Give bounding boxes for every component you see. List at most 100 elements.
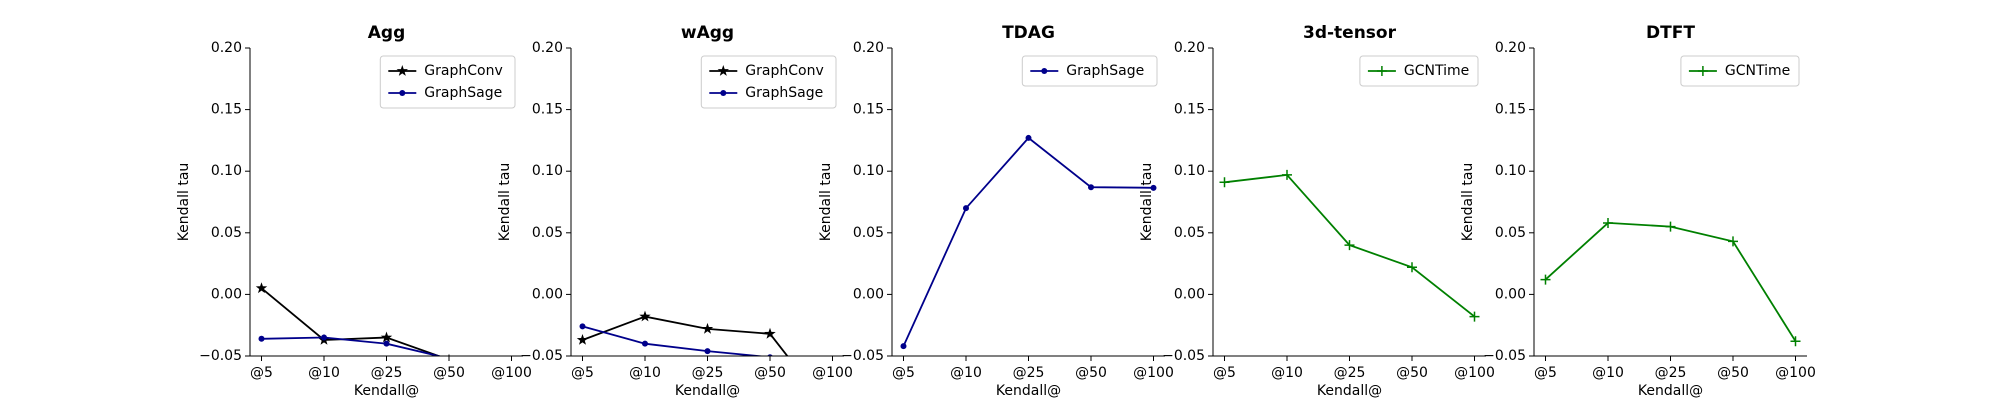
y-tick-label: −0.05 bbox=[1162, 348, 1205, 364]
y-tick-label: −0.05 bbox=[520, 348, 563, 364]
x-tick-label: @100 bbox=[1775, 365, 1816, 381]
y-tick-label: 0.10 bbox=[853, 163, 884, 179]
marker bbox=[1540, 274, 1551, 285]
plot-area bbox=[1219, 169, 1480, 322]
marker bbox=[639, 310, 651, 322]
x-tick-label: @10 bbox=[308, 365, 340, 381]
subplot-title: Agg bbox=[368, 23, 406, 43]
legend-frame bbox=[1021, 55, 1158, 87]
x-tick-label: @5 bbox=[1213, 365, 1236, 381]
legend-frame bbox=[700, 55, 837, 109]
series-line bbox=[1544, 221, 1797, 342]
y-axis-label: Kendall tau bbox=[497, 163, 513, 242]
subplot-title: DTFT bbox=[1646, 23, 1695, 43]
x-tick-label: @5 bbox=[1534, 365, 1557, 381]
marker bbox=[900, 343, 907, 350]
x-tick-label: @10 bbox=[1271, 365, 1303, 381]
y-tick-label: 0.10 bbox=[532, 163, 563, 179]
marker bbox=[720, 90, 727, 96]
x-tick-label: @100 bbox=[1454, 365, 1495, 381]
x-tick-label: @5 bbox=[571, 365, 594, 381]
marker bbox=[1344, 240, 1355, 251]
y-axis-label: Kendall tau bbox=[1139, 163, 1155, 242]
y-axis-label: Kendall tau bbox=[1460, 163, 1476, 242]
x-tick-label: @100 bbox=[1133, 365, 1174, 381]
marker bbox=[396, 65, 408, 76]
legend: GCNTime bbox=[1359, 55, 1479, 87]
x-tick-label: @10 bbox=[1592, 365, 1624, 381]
y-tick-label: 0.10 bbox=[1174, 163, 1205, 179]
marker bbox=[380, 331, 393, 343]
y-tick-label: 0.10 bbox=[211, 163, 242, 179]
x-axis-label: Kendall@ bbox=[1317, 383, 1382, 399]
y-tick-label: 0.05 bbox=[532, 225, 563, 241]
x-tick-label: @25 bbox=[371, 365, 403, 381]
plot-area bbox=[1540, 217, 1801, 347]
y-tick-label: 0.15 bbox=[853, 102, 884, 118]
plot-area bbox=[576, 310, 789, 356]
y-tick-label: 0.15 bbox=[1495, 102, 1526, 118]
plot-area bbox=[900, 134, 1157, 350]
y-tick-label: 0.00 bbox=[1174, 286, 1205, 302]
marker bbox=[576, 334, 589, 345]
x-tick-label: @50 bbox=[1075, 365, 1107, 381]
y-tick-label: −0.05 bbox=[841, 348, 884, 364]
y-tick-label: 0.15 bbox=[211, 102, 242, 118]
subplot: 3d-tensor −0.05 0.00 0.05 0.10 0.15 0.20 @5 @10 @… bbox=[1139, 23, 1495, 399]
x-tick-label: @25 bbox=[1334, 365, 1366, 381]
plot-area bbox=[255, 282, 451, 356]
marker bbox=[255, 282, 268, 294]
marker bbox=[764, 327, 776, 339]
x-axis-label: Kendall@ bbox=[675, 383, 740, 399]
subplot-title: 3d-tensor bbox=[1303, 23, 1397, 43]
marker bbox=[1603, 217, 1613, 228]
series-line bbox=[902, 136, 1154, 347]
y-tick-label: 0.05 bbox=[211, 225, 242, 241]
marker bbox=[1150, 184, 1157, 191]
x-axis-label: Kendall@ bbox=[354, 383, 419, 399]
series-line bbox=[582, 325, 767, 356]
x-axis-label: Kendall@ bbox=[996, 383, 1061, 399]
legend-label: GraphConv bbox=[745, 63, 823, 79]
subplot: DTFT −0.05 0.00 0.05 0.10 0.15 0.20 @5 @10 @25 @50… bbox=[1460, 23, 1816, 399]
marker bbox=[1728, 236, 1738, 247]
x-tick-label: @5 bbox=[250, 365, 273, 381]
marker bbox=[1025, 134, 1032, 141]
x-tick-label: @25 bbox=[1013, 365, 1045, 381]
y-tick-label: −0.05 bbox=[1483, 348, 1526, 364]
marker bbox=[963, 205, 969, 212]
series-line bbox=[261, 336, 443, 356]
marker bbox=[1282, 169, 1292, 180]
marker bbox=[579, 323, 586, 330]
y-tick-label: 0.05 bbox=[1174, 225, 1205, 241]
marker bbox=[704, 348, 711, 355]
marker bbox=[1790, 336, 1801, 347]
y-tick-label: 0.10 bbox=[1495, 163, 1526, 179]
legend-label: GCNTime bbox=[1725, 63, 1790, 79]
y-tick-label: 0.15 bbox=[532, 102, 563, 118]
y-tick-label: 0.05 bbox=[853, 225, 884, 241]
legend-frame bbox=[379, 55, 516, 109]
legend: GraphConv GraphSage bbox=[379, 55, 516, 109]
legend-frame bbox=[1359, 55, 1479, 87]
marker bbox=[717, 65, 729, 76]
y-tick-label: −0.05 bbox=[199, 348, 242, 364]
legend-label: GraphSage bbox=[1066, 63, 1144, 79]
x-tick-label: @10 bbox=[950, 365, 982, 381]
x-tick-label: @25 bbox=[1655, 365, 1687, 381]
marker bbox=[1407, 262, 1417, 273]
marker bbox=[1469, 311, 1480, 322]
subplot-title: TDAG bbox=[1002, 23, 1055, 43]
y-tick-label: 0.20 bbox=[532, 40, 563, 56]
y-tick-label: 0.05 bbox=[1495, 225, 1526, 241]
x-tick-label: @10 bbox=[629, 365, 661, 381]
x-axis-label: Kendall@ bbox=[1638, 383, 1703, 399]
subplot: TDAG −0.05 0.00 0.05 0.10 0.15 0.20 @5 @10 @25 @50… bbox=[818, 23, 1174, 399]
y-tick-label: 0.15 bbox=[1174, 102, 1205, 118]
marker bbox=[321, 334, 327, 341]
y-axis-label: Kendall tau bbox=[818, 163, 834, 242]
y-tick-label: 0.20 bbox=[853, 40, 884, 56]
y-tick-label: 0.20 bbox=[211, 40, 242, 56]
marker bbox=[1697, 66, 1708, 76]
